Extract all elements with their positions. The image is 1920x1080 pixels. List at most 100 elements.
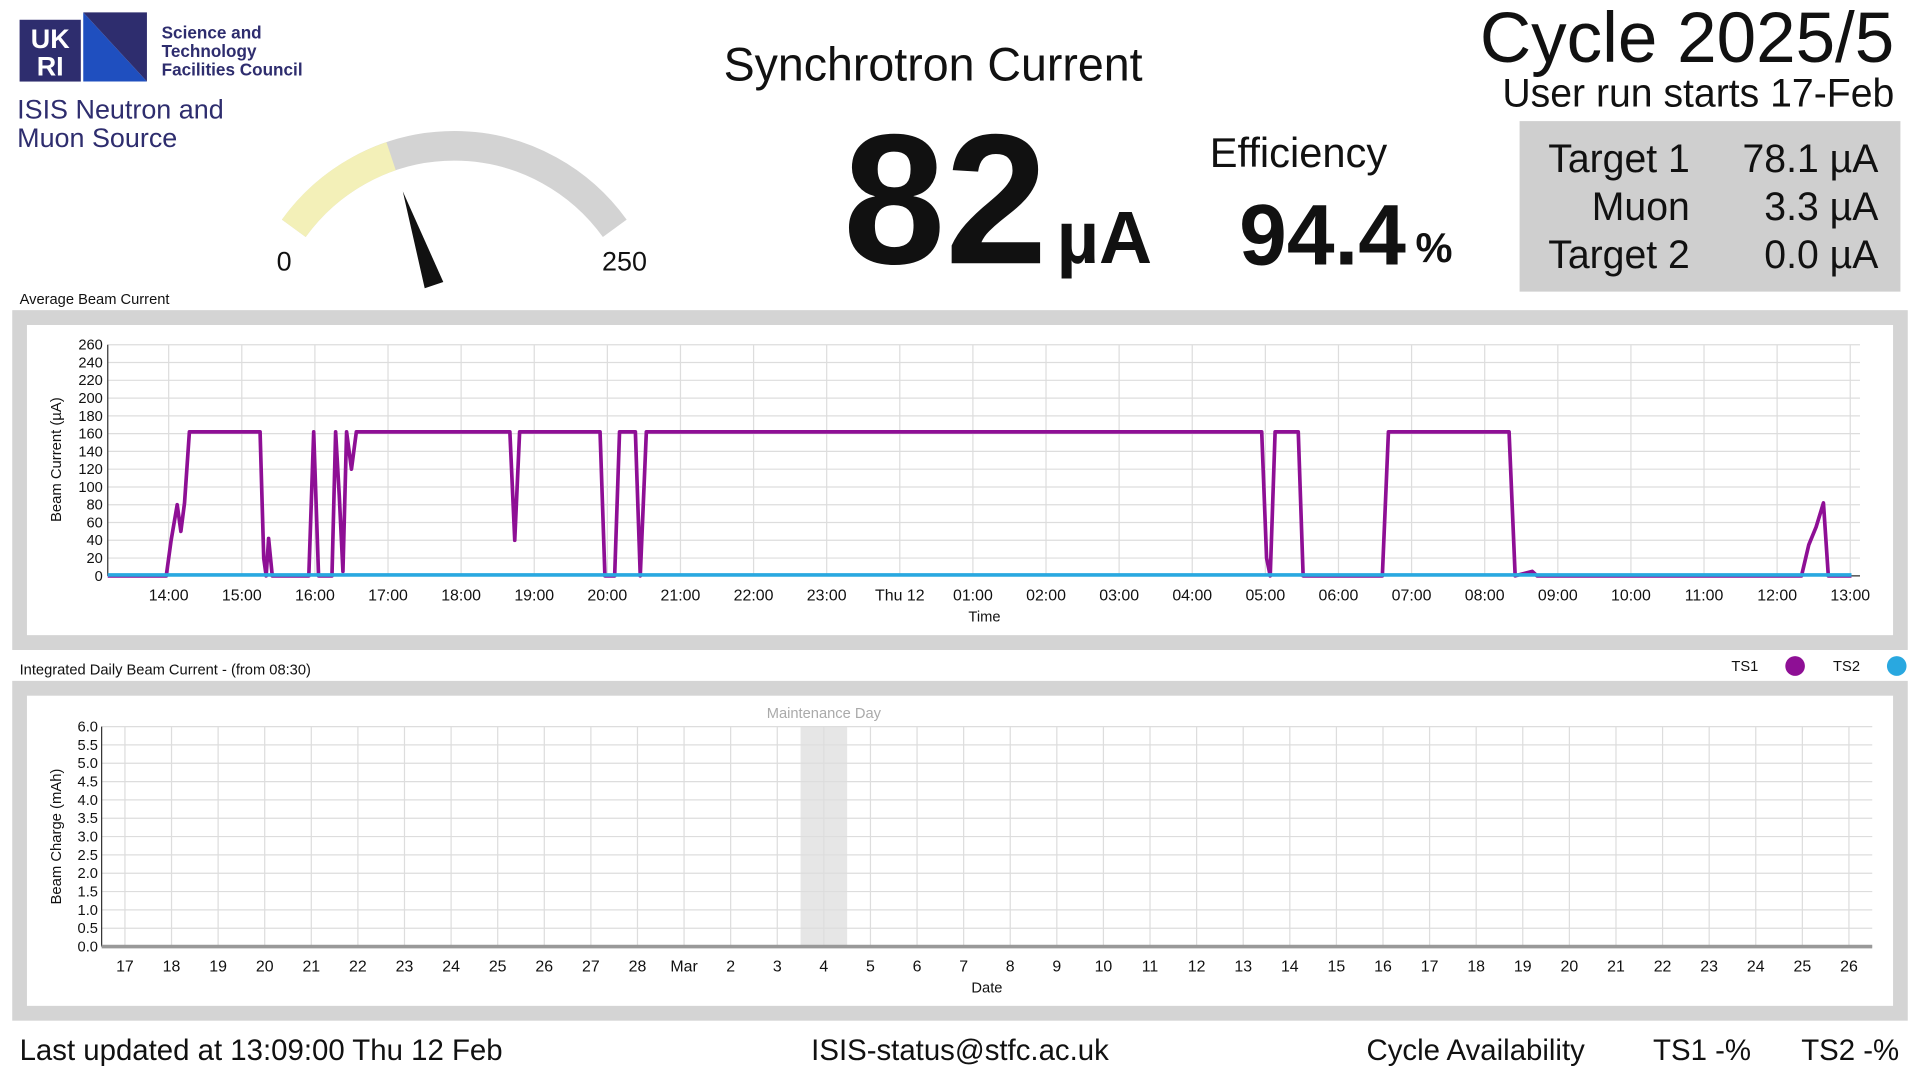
x-tick-label: 16:00 — [295, 587, 335, 604]
x-tick-label: 14 — [1281, 958, 1299, 975]
x-tick-label: 07:00 — [1392, 587, 1432, 604]
efficiency-unit: % — [1416, 224, 1453, 271]
x-tick-label: 5 — [866, 958, 875, 975]
availability-ts1: TS1 -% — [1653, 1034, 1751, 1067]
chart-title: Integrated Daily Beam Current - (from 08… — [20, 663, 311, 679]
y-tick-label: 2.5 — [78, 848, 98, 864]
x-tick-label: Mar — [670, 958, 698, 975]
x-tick-label: 18:00 — [441, 587, 481, 604]
cycle-title: Cycle 2025/5 — [1480, 0, 1894, 78]
heading: Synchrotron Current — [724, 38, 1143, 90]
x-tick-label: 15:00 — [222, 587, 262, 604]
y-tick-label: 4.5 — [78, 774, 98, 790]
y-tick-label: 4.0 — [78, 793, 98, 809]
logo-mark: UK — [31, 24, 70, 54]
x-tick-label: 21 — [1607, 958, 1625, 975]
x-tick-label: 26 — [535, 958, 553, 975]
gauge-needle — [402, 191, 444, 289]
x-tick-label: 23 — [1700, 958, 1718, 975]
x-tick-label: 20:00 — [587, 587, 627, 604]
x-tick-label: 22:00 — [734, 587, 774, 604]
gauge-max: 250 — [602, 247, 647, 277]
logo-text: Technology — [162, 41, 257, 61]
annotation: Maintenance Day — [767, 706, 882, 722]
x-tick-label: 17 — [1421, 958, 1439, 975]
y-tick-label: 180 — [78, 409, 103, 425]
x-tick-label: 28 — [629, 958, 647, 975]
x-tick-label: 11 — [1142, 958, 1159, 975]
x-tick-label: 9 — [1052, 958, 1061, 975]
logo-shape — [83, 12, 147, 82]
x-tick-label: 01:00 — [953, 587, 993, 604]
y-tick-label: 20 — [87, 551, 103, 567]
x-tick-label: 03:00 — [1099, 587, 1139, 604]
x-tick-label: 15 — [1328, 958, 1346, 975]
x-tick-label: 18 — [163, 958, 181, 975]
x-tick-label: 12 — [1188, 958, 1206, 975]
x-tick-label: 20 — [1561, 958, 1579, 975]
x-axis-label: Date — [971, 980, 1002, 996]
gauge-fill — [281, 142, 397, 238]
logo-text: Science and — [162, 22, 262, 42]
panel — [26, 695, 1894, 1006]
x-tick-label: 19:00 — [514, 587, 554, 604]
x-tick-label: 4 — [819, 958, 828, 975]
x-tick-label: 21:00 — [661, 587, 701, 604]
contact-email: ISIS-status@stfc.ac.uk — [811, 1034, 1109, 1067]
x-axis-label: Time — [968, 610, 1000, 626]
logo-mark: RI — [37, 51, 64, 81]
last-updated: Last updated at 13:09:00 Thu 12 Feb — [20, 1034, 503, 1067]
x-tick-label: 14:00 — [149, 587, 189, 604]
logo-box — [19, 19, 81, 82]
x-tick-label: Thu 12 — [875, 587, 925, 604]
target-value: 0.0 µA — [1764, 233, 1879, 277]
y-tick-label: 140 — [78, 444, 103, 460]
y-tick-label: 0.5 — [78, 921, 98, 937]
x-tick-label: 24 — [1747, 958, 1765, 975]
x-tick-label: 23 — [396, 958, 414, 975]
x-tick-label: 8 — [1006, 958, 1015, 975]
x-tick-label: 7 — [959, 958, 968, 975]
x-tick-label: 06:00 — [1319, 587, 1359, 604]
y-tick-label: 3.5 — [78, 811, 98, 827]
y-tick-label: 80 — [87, 498, 103, 514]
y-tick-label: 120 — [78, 462, 103, 478]
x-tick-label: 22 — [1654, 958, 1672, 975]
x-tick-label: 17 — [116, 958, 134, 975]
x-tick-label: 04:00 — [1172, 587, 1212, 604]
target-value: 3.3 µA — [1764, 185, 1879, 229]
x-tick-label: 23:00 — [807, 587, 847, 604]
x-tick-label: 22 — [349, 958, 367, 975]
y-tick-label: 220 — [78, 373, 103, 389]
legend-label: TS2 — [1833, 659, 1860, 675]
x-tick-label: 17:00 — [368, 587, 408, 604]
x-tick-label: 08:00 — [1465, 587, 1505, 604]
current-unit: µA — [1057, 196, 1152, 279]
target-name: Muon — [1592, 185, 1690, 229]
y-tick-label: 60 — [87, 515, 103, 531]
y-tick-label: 5.0 — [78, 756, 98, 772]
x-tick-label: 19 — [1514, 958, 1532, 975]
x-tick-label: 20 — [256, 958, 274, 975]
y-tick-label: 1.0 — [78, 903, 98, 919]
x-tick-label: 2 — [726, 958, 735, 975]
efficiency-value: 94.4 — [1239, 187, 1406, 283]
x-tick-label: 25 — [1794, 958, 1812, 975]
source-name: ISIS Neutron and — [17, 95, 224, 125]
x-tick-label: 02:00 — [1026, 587, 1066, 604]
logo-text: Facilities Council — [162, 59, 303, 79]
legend-swatch — [1886, 656, 1907, 676]
source-name: Muon Source — [17, 123, 177, 153]
legend-swatch — [1785, 656, 1805, 676]
target-value: 78.1 µA — [1743, 137, 1880, 181]
y-tick-label: 260 — [78, 338, 103, 354]
x-tick-label: 25 — [489, 958, 507, 975]
x-tick-label: 6 — [913, 958, 922, 975]
availability-label: Cycle Availability — [1367, 1034, 1586, 1067]
y-tick-label: 0 — [95, 569, 103, 585]
y-axis-label: Beam Current (µA) — [49, 397, 65, 522]
current-value: 82 — [843, 96, 1047, 303]
x-tick-label: 12:00 — [1757, 587, 1797, 604]
x-tick-label: 09:00 — [1538, 587, 1578, 604]
